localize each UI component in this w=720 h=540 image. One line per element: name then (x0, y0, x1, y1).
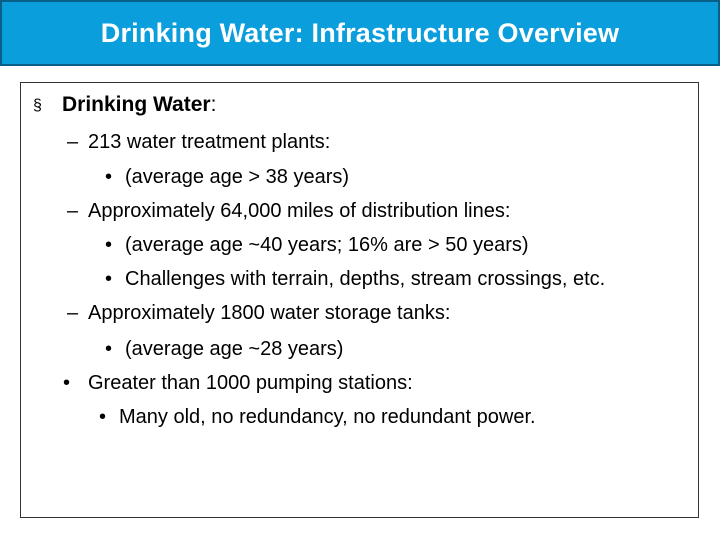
heading-suffix: : (210, 93, 217, 116)
title-bar: Drinking Water: Infrastructure Overview (0, 0, 720, 66)
section-marker-icon: § (33, 97, 42, 114)
dash-icon: – (67, 200, 79, 222)
dash-icon: – (67, 131, 79, 153)
slide-title: Drinking Water: Infrastructure Overview (100, 17, 620, 48)
bullet-icon: • (105, 166, 113, 188)
bullet-icon: • (99, 406, 107, 428)
list-item-text: Approximately 64,000 miles of distributi… (88, 200, 511, 222)
dash-icon: – (67, 302, 79, 324)
bullet-icon: • (63, 372, 71, 394)
list-item-text: (average age > 38 years) (125, 166, 350, 188)
bullet-icon: • (105, 234, 113, 256)
list-item-text: Many old, no redundancy, no redundant po… (119, 406, 536, 428)
heading-text: Drinking Water: (62, 93, 216, 117)
content-box: § Drinking Water: – 213 water treatment … (20, 82, 699, 518)
bullet-icon: • (105, 338, 113, 360)
list-item-text: Greater than 1000 pumping stations: (88, 372, 413, 394)
list-item-text: Approximately 1800 water storage tanks: (88, 302, 451, 324)
list-item-text: (average age ~28 years) (125, 338, 344, 360)
list-item-text: (average age ~40 years; 16% are > 50 yea… (125, 234, 529, 256)
list-item-text: Challenges with terrain, depths, stream … (125, 268, 606, 290)
list-item-text: 213 water treatment plants: (88, 131, 331, 153)
bullet-icon: • (105, 268, 113, 290)
heading-label: Drinking Water (62, 93, 211, 116)
